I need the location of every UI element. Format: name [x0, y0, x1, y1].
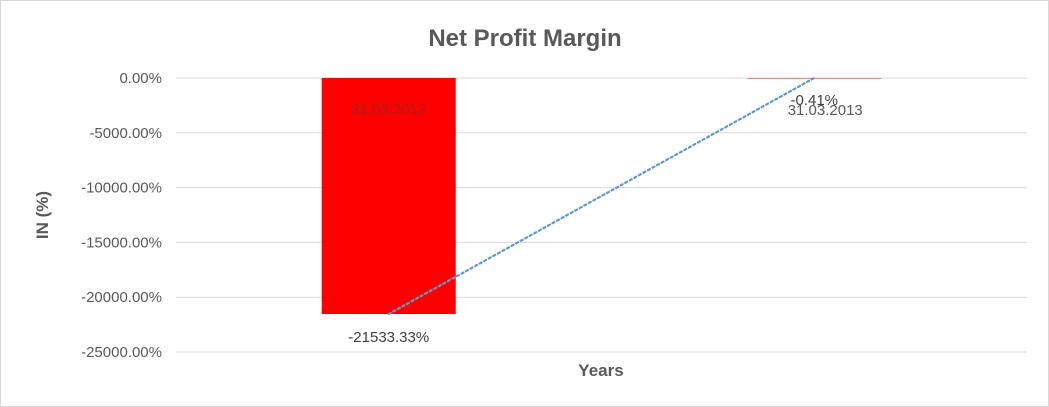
category-labels: 31.03.2012 31.03.2013 [351, 101, 863, 119]
y-tick-label: -10000.00% [81, 180, 162, 197]
category-label: 31.03.2012 [351, 101, 426, 118]
chart-title: Net Profit Margin [428, 25, 621, 52]
y-axis-ticks: 0.00% -5000.00% -10000.00% -15000.00% -20000… [81, 70, 162, 361]
y-tick-label: -25000.00% [81, 344, 162, 361]
bars [321, 78, 882, 315]
y-tick-label: -5000.00% [89, 125, 162, 142]
data-label: -21533.33% [348, 329, 429, 346]
y-tick-label: -20000.00% [81, 289, 162, 306]
y-tick-label: -15000.00% [81, 234, 162, 251]
gridlines [176, 77, 1027, 353]
x-axis-title: Years [578, 361, 623, 380]
y-tick-label: 0.00% [119, 70, 162, 87]
y-axis-title: IN (%) [33, 191, 52, 239]
trendline [387, 76, 816, 316]
data-labels: -21533.33% -0.41% [348, 92, 838, 346]
trendline-line [387, 76, 816, 316]
data-label: -0.41% [790, 92, 838, 109]
category-label: 31.03.2013 [788, 102, 863, 119]
bar [321, 78, 456, 315]
